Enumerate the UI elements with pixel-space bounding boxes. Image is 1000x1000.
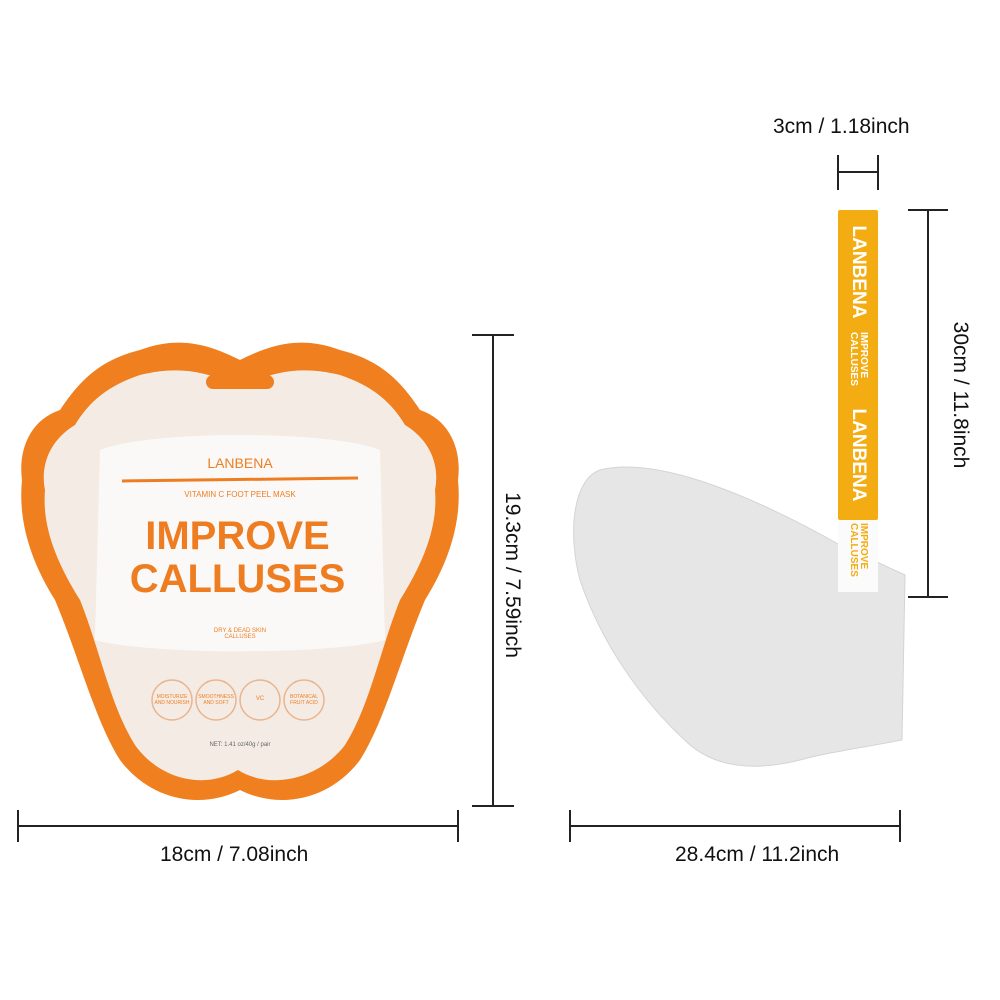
- package-brand: LANBENA: [207, 455, 273, 471]
- strip-text-1: IMPROVE CALLUSES: [848, 332, 869, 386]
- package-tagline: DRY & DEAD SKIN CALLUSES: [213, 628, 267, 640]
- dimension-lines: [17, 155, 948, 842]
- foot-mask: [573, 210, 906, 767]
- strip-text-2: IMPROVE CALLUSES: [848, 523, 869, 577]
- strip-length-label: 30cm / 11.8inch: [949, 321, 972, 469]
- package-height-label: 19.3cm / 7.59inch: [501, 492, 524, 658]
- badge-3: VC: [255, 696, 265, 702]
- package-headline-2: CALLUSES: [129, 557, 346, 601]
- strip-brand-1: LANBENA: [848, 225, 869, 319]
- badge-4: BOTANICAL FRUIT ACID: [290, 694, 318, 706]
- badge-1: MOISTURIZE AND NOURISH: [154, 694, 190, 706]
- strip-width-label: 3cm / 1.18inch: [773, 115, 910, 138]
- package-headline-1: IMPROVE: [145, 514, 330, 558]
- mask-width-label: 28.4cm / 11.2inch: [675, 843, 840, 866]
- package-subtitle: VITAMIN C FOOT PEEL MASK: [184, 490, 296, 499]
- package-bag: [21, 342, 459, 800]
- badge-2: SMOOTHNESS AND SOFT: [198, 694, 234, 706]
- strip-brand-2: LANBENA: [848, 408, 869, 502]
- package-width-label: 18cm / 7.08inch: [160, 843, 309, 866]
- package-net-weight: NET: 1.41 oz/40g / pair: [209, 742, 271, 748]
